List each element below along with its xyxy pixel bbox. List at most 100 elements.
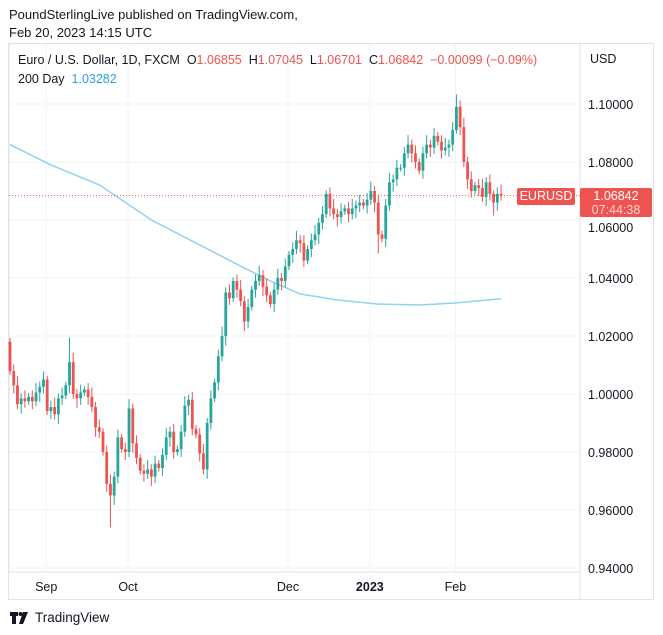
candle-up [183,396,187,437]
candle-body [469,179,473,191]
candle-body [198,434,202,454]
candle-body [443,147,447,151]
candle-body [246,307,250,322]
candle-body [153,463,157,477]
candle-down [190,391,194,436]
candle-down [462,117,466,168]
candle-body [56,398,60,415]
tradingview-logo-icon [10,611,28,624]
candle-down [373,185,376,213]
candle-body [202,453,205,470]
candle-body [473,185,477,191]
candle-down [90,387,94,413]
candle-up [421,146,425,179]
candle-up [309,233,313,257]
candle-down [302,235,306,268]
candle-body [309,240,313,249]
candle-down [335,209,339,227]
candle-body [157,463,161,468]
candle-body [42,379,45,387]
candle-body [161,454,164,468]
candle-up [79,384,83,405]
candle-body [306,249,309,261]
candle-up [179,425,183,458]
candle-down [30,390,34,410]
candle-body [90,396,94,408]
candle-body [291,249,295,255]
candle-body [280,278,283,281]
candle-up [164,428,168,460]
candle-body [399,167,402,169]
candle-down [235,274,239,298]
candle-down [149,464,153,487]
candle-down [53,397,57,420]
candle-up [313,225,317,246]
candle-body [142,470,146,474]
candle-down [466,156,469,189]
candle-up [295,230,298,255]
candle-up [231,277,235,302]
candle-up [224,287,228,346]
candle-body [436,135,440,142]
candle-body [261,275,265,287]
candle-body [168,431,172,438]
candle-body [369,191,373,200]
candle-body [105,452,109,484]
candle-body [376,202,380,235]
tradingview-logo[interactable]: TradingView [10,610,109,625]
candle-body [49,407,53,412]
candle-up [276,268,280,295]
candle-down [202,444,205,475]
candle-body [224,292,228,336]
candle-body [127,408,131,452]
candle-up [365,193,369,214]
candle-down [469,171,473,198]
last-price-value: 1.06842 [593,189,639,203]
candle-body [466,162,469,180]
candle-body [317,222,321,235]
high-label: H [248,53,258,67]
candle-down [123,442,127,460]
candle-body [481,188,484,197]
candle-body [365,199,369,206]
candle-down [428,139,432,157]
candle-down [194,425,198,439]
candle-up [350,198,354,220]
candle-body [228,292,231,299]
candle-body [187,399,190,406]
candle-up [64,381,68,400]
candle-down [157,459,161,472]
price-tick-label: 1.08000 [588,156,633,170]
candle-body [276,278,280,290]
candle-down [120,433,123,453]
candle-body [495,193,499,203]
symbol-label[interactable]: Euro / U.S. Dollar, 1D, FXCM [18,53,180,67]
candle-down [376,194,380,254]
candle-down [261,270,265,297]
candle-down [12,364,16,394]
candle-down [332,198,336,220]
candle-down [109,474,112,528]
candle-body [8,341,12,372]
candle-down [131,403,135,453]
candle-body [414,153,417,162]
candle-body [239,289,243,302]
candle-up [68,337,71,394]
close-value: 1.06842 [377,53,424,67]
candle-down [138,454,142,475]
publisher-line: PoundSterlingLive published on TradingVi… [9,7,298,22]
candle-body [183,405,187,432]
candle-down [239,280,243,307]
candle-body [220,336,224,357]
time-tick-label: Dec [277,580,299,594]
candle-body [402,153,406,168]
candle-body [164,437,168,455]
ma-label[interactable]: 200 Day [18,72,65,86]
candle-body [231,280,235,299]
candle-body [395,167,399,180]
candle-body [295,240,298,249]
candle-down [16,375,19,410]
time-tick-label: Feb [445,580,467,594]
candle-body [116,437,120,477]
